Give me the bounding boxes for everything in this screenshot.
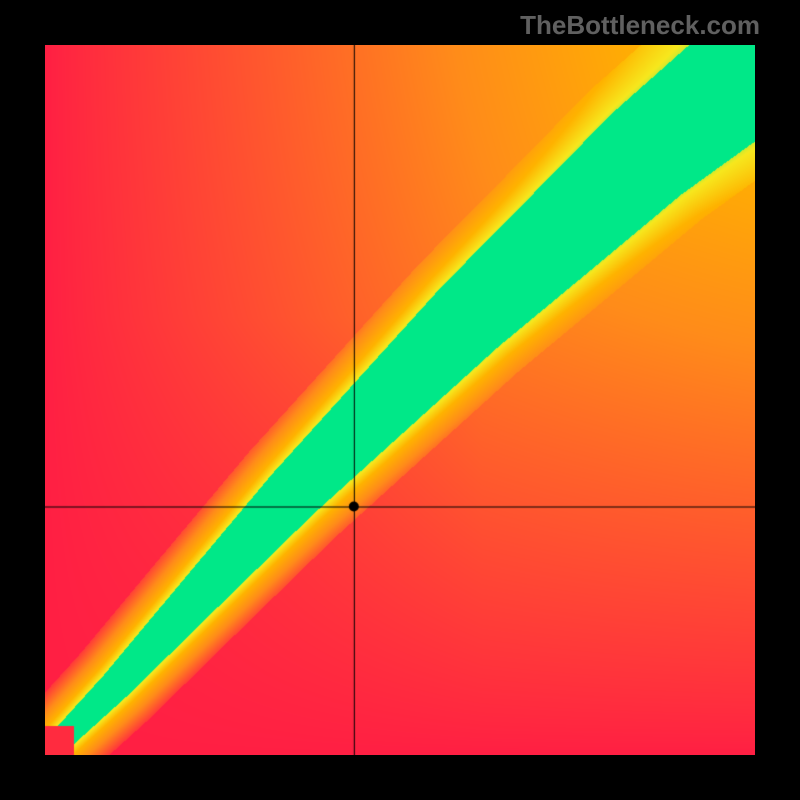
plot-area: [45, 45, 755, 755]
chart-container: TheBottleneck.com: [0, 0, 800, 800]
watermark-text: TheBottleneck.com: [520, 10, 760, 41]
heatmap-canvas: [45, 45, 755, 755]
